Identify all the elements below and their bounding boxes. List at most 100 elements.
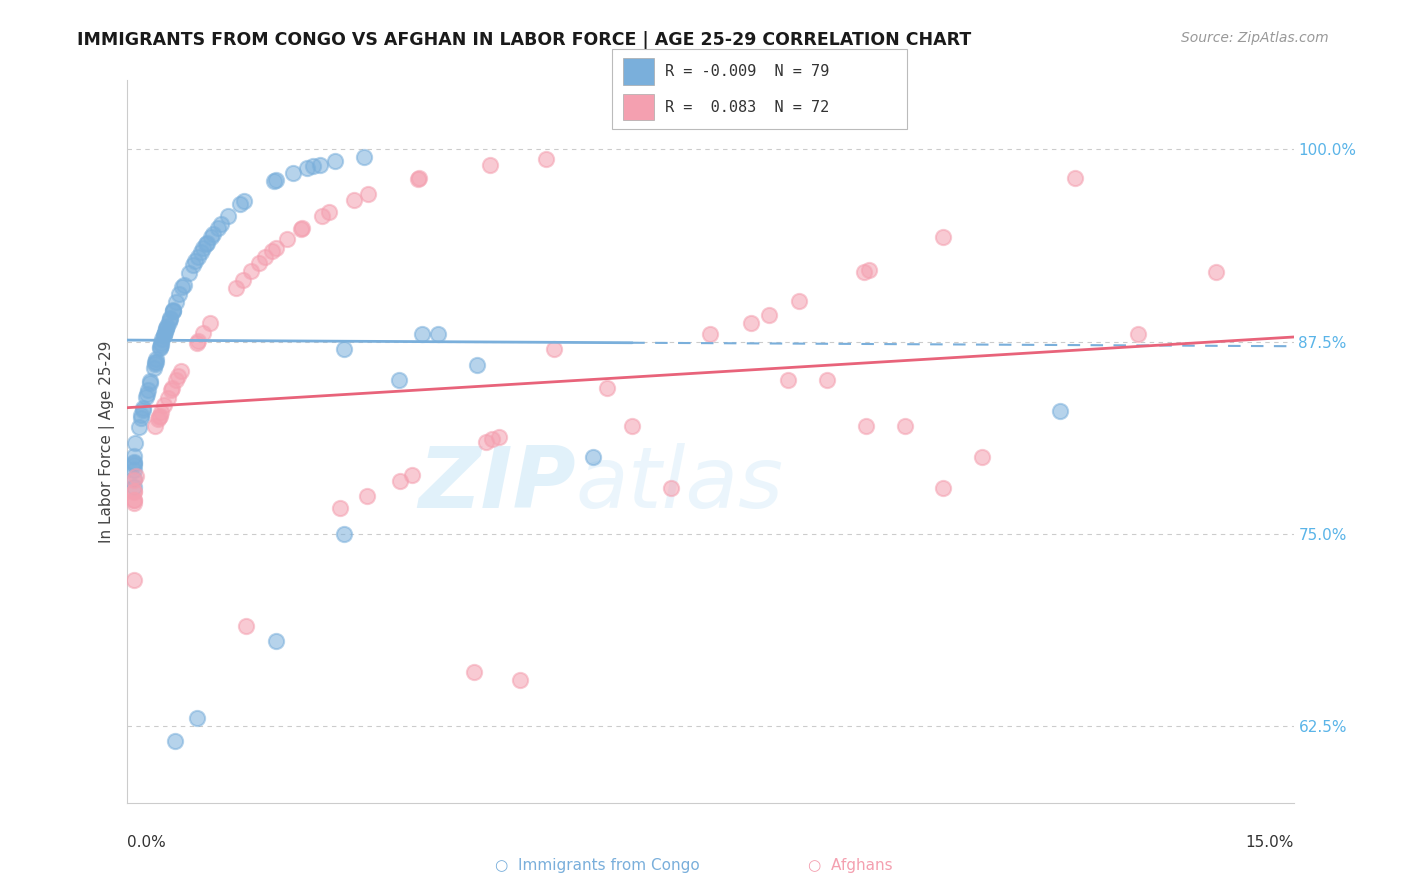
Point: [411, 326, 433, 341]
Point: [389, 474, 412, 488]
Point: [776, 373, 799, 387]
Point: [260, 244, 283, 259]
Point: [165, 373, 187, 387]
Point: [318, 204, 340, 219]
Point: [465, 358, 488, 372]
Point: [153, 398, 176, 412]
Point: [311, 209, 333, 223]
Point: [149, 409, 172, 423]
Point: [1049, 404, 1071, 418]
Point: [509, 673, 531, 687]
Point: [789, 294, 811, 309]
Point: [264, 173, 287, 187]
Point: [353, 150, 375, 164]
Point: [132, 401, 155, 416]
Point: [233, 194, 256, 208]
Point: [329, 500, 352, 515]
Point: [125, 469, 148, 483]
Point: [129, 411, 152, 425]
Text: ○  Afghans: ○ Afghans: [808, 858, 893, 872]
Point: [149, 341, 172, 355]
Point: [263, 174, 285, 188]
Point: [596, 381, 619, 395]
Point: [155, 322, 177, 336]
Point: [143, 357, 166, 371]
Point: [139, 375, 162, 389]
Point: [302, 159, 325, 173]
Point: [815, 373, 838, 387]
Text: Source: ZipAtlas.com: Source: ZipAtlas.com: [1181, 31, 1329, 45]
Point: [408, 171, 430, 186]
Point: [699, 326, 721, 341]
Point: [124, 492, 146, 507]
Point: [426, 326, 449, 341]
Text: R =  0.083  N = 72: R = 0.083 N = 72: [665, 100, 830, 114]
Point: [190, 245, 212, 260]
Point: [157, 315, 180, 329]
Point: [333, 526, 356, 541]
Point: [249, 255, 271, 269]
Point: [165, 295, 187, 310]
Point: [124, 573, 146, 587]
Point: [155, 321, 177, 335]
Point: [135, 390, 157, 404]
Point: [124, 435, 146, 450]
Point: [128, 419, 150, 434]
Point: [156, 391, 179, 405]
Text: IMMIGRANTS FROM CONGO VS AFGHAN IN LABOR FORCE | AGE 25-29 CORRELATION CHART: IMMIGRANTS FROM CONGO VS AFGHAN IN LABOR…: [77, 31, 972, 49]
Point: [972, 450, 994, 464]
Point: [295, 161, 318, 175]
Point: [858, 263, 880, 277]
Point: [488, 429, 510, 443]
Point: [150, 405, 173, 419]
Point: [153, 326, 176, 340]
Point: [143, 355, 166, 369]
Point: [853, 265, 876, 279]
Point: [659, 481, 682, 495]
Point: [184, 254, 207, 268]
Point: [148, 412, 170, 426]
Text: R = -0.009  N = 79: R = -0.009 N = 79: [665, 64, 830, 78]
Point: [124, 496, 146, 510]
Point: [142, 361, 165, 376]
Point: [1205, 265, 1227, 279]
Point: [156, 319, 179, 334]
Point: [163, 734, 186, 748]
Point: [124, 458, 146, 473]
Text: ○  Immigrants from Congo: ○ Immigrants from Congo: [495, 858, 700, 872]
Point: [1063, 170, 1085, 185]
Point: [198, 316, 221, 330]
Point: [225, 281, 247, 295]
Point: [124, 484, 146, 499]
Point: [124, 463, 146, 477]
Point: [162, 381, 184, 395]
Point: [150, 336, 173, 351]
Point: [291, 221, 314, 235]
Point: [209, 217, 232, 231]
Point: [169, 287, 191, 301]
Point: [167, 369, 190, 384]
Point: [231, 273, 253, 287]
Point: [342, 193, 364, 207]
Point: [159, 311, 181, 326]
Point: [162, 303, 184, 318]
Point: [254, 250, 277, 264]
Point: [406, 171, 429, 186]
Point: [217, 209, 239, 223]
Point: [240, 264, 263, 278]
Point: [333, 343, 356, 357]
Point: [153, 327, 176, 342]
Point: [149, 338, 172, 352]
Point: [124, 455, 146, 469]
Point: [152, 332, 174, 346]
Point: [187, 334, 209, 348]
Point: [124, 473, 146, 487]
Point: [162, 303, 184, 318]
Point: [536, 152, 558, 166]
Point: [474, 435, 496, 450]
Point: [201, 227, 224, 241]
Point: [264, 241, 287, 255]
Point: [195, 235, 218, 250]
Point: [463, 665, 485, 680]
Point: [124, 480, 146, 494]
